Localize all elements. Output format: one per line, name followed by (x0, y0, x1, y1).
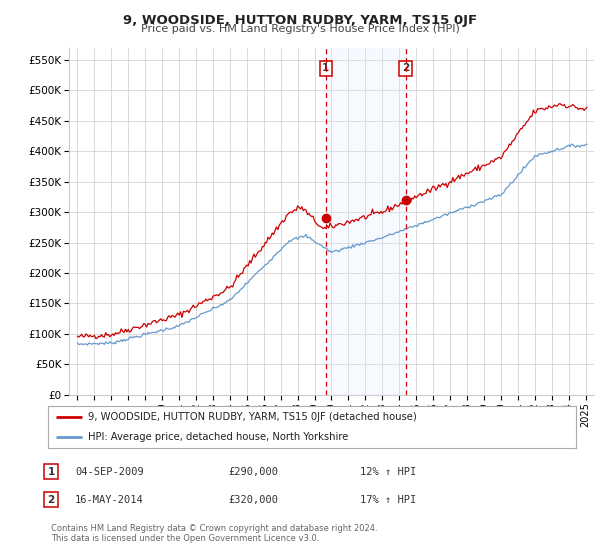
Text: £290,000: £290,000 (228, 466, 278, 477)
Text: Contains HM Land Registry data © Crown copyright and database right 2024.: Contains HM Land Registry data © Crown c… (51, 524, 377, 533)
Text: 9, WOODSIDE, HUTTON RUDBY, YARM, TS15 0JF (detached house): 9, WOODSIDE, HUTTON RUDBY, YARM, TS15 0J… (88, 412, 416, 422)
Text: HPI: Average price, detached house, North Yorkshire: HPI: Average price, detached house, Nort… (88, 432, 348, 442)
Text: 1: 1 (322, 63, 329, 73)
Text: 9, WOODSIDE, HUTTON RUDBY, YARM, TS15 0JF: 9, WOODSIDE, HUTTON RUDBY, YARM, TS15 0J… (123, 14, 477, 27)
Bar (326, 48, 406, 395)
Text: 2: 2 (47, 494, 55, 505)
Text: 2: 2 (402, 63, 409, 73)
Text: This data is licensed under the Open Government Licence v3.0.: This data is licensed under the Open Gov… (51, 534, 319, 543)
Text: 1: 1 (47, 466, 55, 477)
Text: 12% ↑ HPI: 12% ↑ HPI (360, 466, 416, 477)
Text: 16-MAY-2014: 16-MAY-2014 (75, 494, 144, 505)
Text: 04-SEP-2009: 04-SEP-2009 (75, 466, 144, 477)
Text: Price paid vs. HM Land Registry's House Price Index (HPI): Price paid vs. HM Land Registry's House … (140, 24, 460, 34)
Text: 17% ↑ HPI: 17% ↑ HPI (360, 494, 416, 505)
Text: £320,000: £320,000 (228, 494, 278, 505)
